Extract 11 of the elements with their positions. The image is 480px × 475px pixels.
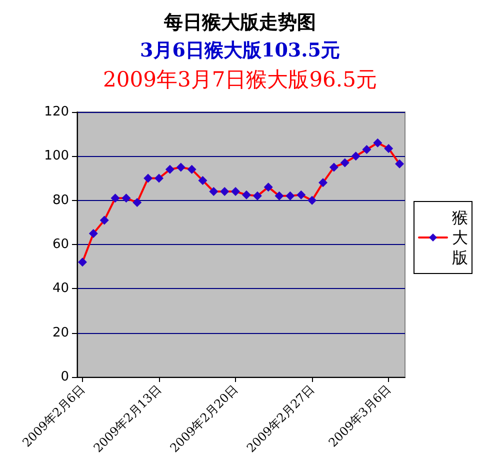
- chart-title: 每日猴大版走势图: [163, 12, 316, 34]
- y-tick-label: 60: [52, 237, 69, 252]
- legend-label: 猴大版: [452, 208, 468, 267]
- y-tick-label: 120: [44, 104, 69, 120]
- y-tick-label: 80: [52, 192, 69, 208]
- chart-subtitle: 3月6日猴大版103.5元: [140, 40, 340, 62]
- y-tick-label: 40: [52, 281, 69, 296]
- y-tick-label: 20: [52, 325, 69, 340]
- y-tick-label: 100: [44, 148, 69, 164]
- y-tick-label: 0: [60, 370, 69, 384]
- text: 2009年3月7日猴大版96.5元: [103, 68, 377, 92]
